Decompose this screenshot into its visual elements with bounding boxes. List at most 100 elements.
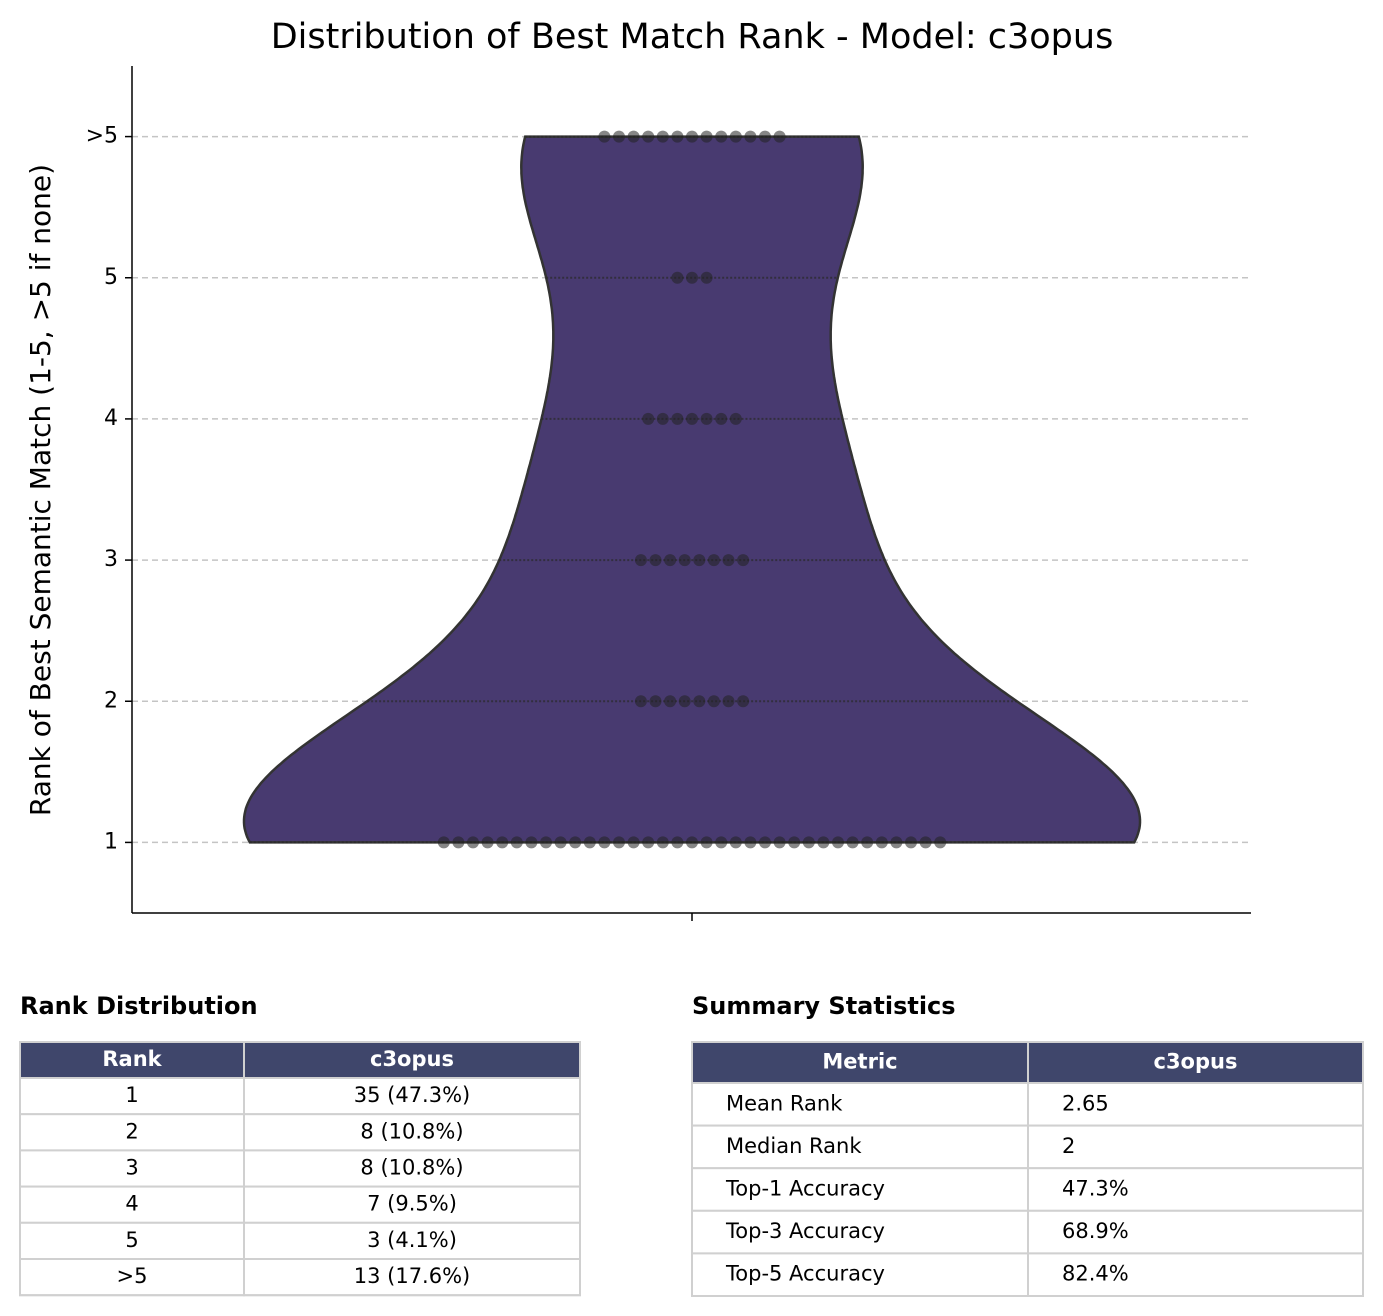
y-tick-label: 5	[104, 265, 118, 290]
swarm-point	[759, 130, 771, 143]
swarm-point	[715, 130, 728, 143]
y-tick-label: 2	[104, 688, 118, 713]
swarm-point	[686, 412, 698, 425]
swarm-point	[634, 695, 647, 708]
table-cell	[691, 1124, 1029, 1170]
swarm-point	[642, 130, 655, 143]
table-cell-text: 2	[125, 1119, 138, 1143]
swarm-point	[773, 130, 786, 143]
swarm-point	[693, 695, 706, 708]
swarm-point	[678, 695, 691, 708]
swarm-point	[496, 836, 509, 849]
swarm-point	[744, 836, 757, 849]
table-header	[20, 1042, 580, 1078]
swarm-point	[686, 271, 698, 284]
swarm-group	[598, 130, 786, 143]
swarm-point	[729, 836, 742, 849]
swarm-group	[634, 554, 750, 567]
table-border	[19, 1041, 581, 1297]
table-cell-text: 5	[125, 1228, 138, 1252]
swarm-group	[437, 836, 947, 849]
swarm-point	[583, 836, 596, 849]
table-title: Rank Distribution	[20, 992, 258, 1020]
swarm-point	[817, 836, 830, 849]
swarm-point	[715, 412, 728, 425]
swarm-point	[707, 695, 720, 708]
swarm-point	[569, 836, 582, 849]
swarm-point	[700, 130, 713, 143]
chart-title: Distribution of Best Match Rank - Model:…	[271, 17, 1114, 57]
swarm-point	[744, 130, 757, 143]
table-cell	[19, 1258, 245, 1297]
table-cell	[19, 1077, 245, 1116]
table-cell	[243, 1221, 581, 1261]
table-cell-text: 3 (4.1%)	[367, 1228, 457, 1252]
swarm-point	[554, 836, 567, 849]
table-cell	[1027, 1167, 1364, 1212]
table-cell-text: 8 (10.8%)	[360, 1156, 463, 1180]
table-cell-text: Top-5 Accuracy	[725, 1262, 885, 1286]
table-cell	[1027, 1124, 1364, 1170]
y-axis-label: Rank of Best Semantic Match (1-5, >5 if …	[24, 164, 57, 816]
table-cell-text: 82.4%	[1062, 1262, 1129, 1286]
table-cell	[243, 1077, 581, 1116]
swarm-group	[671, 271, 713, 284]
swarm-point	[934, 836, 947, 849]
swarm-point	[846, 836, 859, 849]
table-title: Summary Statistics	[692, 992, 956, 1020]
swarm-point	[919, 836, 932, 849]
swarm-point	[598, 836, 611, 849]
table-header-cell: Metric	[822, 1050, 897, 1074]
table-cell-text: 13 (17.6%)	[354, 1264, 471, 1288]
swarm-point	[613, 130, 625, 143]
y-tick-label: 3	[104, 547, 118, 572]
table-cell-text: Top-3 Accuracy	[725, 1219, 885, 1243]
swarm-point	[627, 836, 640, 849]
y-tick-label: >5	[86, 124, 118, 149]
swarm-point	[802, 836, 815, 849]
swarm-point	[707, 554, 720, 567]
swarm-point	[722, 695, 735, 708]
swarm-point	[656, 412, 669, 425]
table-cell	[19, 1113, 245, 1152]
table-cell-text: Mean Rank	[726, 1091, 843, 1115]
swarm-point	[788, 836, 801, 849]
table-cell-text: 68.9%	[1062, 1219, 1129, 1243]
table-cell	[691, 1167, 1029, 1212]
swarm-group	[642, 412, 742, 425]
swarm-point	[773, 836, 786, 849]
table-header-cell: Rank	[102, 1047, 162, 1071]
violin-body	[242, 135, 1142, 844]
swarm-point	[656, 130, 669, 143]
swarm-point	[627, 130, 640, 143]
swarm-point	[905, 836, 917, 849]
swarm-point	[656, 836, 669, 849]
swarm-point	[722, 554, 735, 567]
swarm-point	[525, 836, 538, 849]
swarm-point	[664, 695, 677, 708]
swarm-group	[634, 695, 750, 708]
swarm-point	[452, 836, 465, 849]
table-cell-text: 1	[125, 1083, 138, 1107]
y-tick-label: 1	[104, 829, 118, 854]
table-cell-text: Median Rank	[726, 1134, 862, 1158]
swarm-point	[715, 836, 728, 849]
swarm-point	[634, 554, 647, 567]
table-header-cell: c3opus	[1154, 1050, 1238, 1074]
swarm-point	[700, 271, 713, 284]
swarm-point	[686, 130, 698, 143]
swarm-point	[437, 836, 450, 849]
swarm-point	[890, 836, 903, 849]
swarm-point	[737, 695, 750, 708]
swarm-point	[649, 554, 662, 567]
table-header-cell: c3opus	[370, 1047, 454, 1071]
swarm-point	[510, 836, 523, 849]
swarm-point	[729, 130, 742, 143]
table-cell-text: 3	[125, 1156, 138, 1180]
table-cell-text: 2	[1062, 1134, 1075, 1158]
swarm-point	[540, 836, 552, 849]
table-cell	[1027, 1209, 1364, 1255]
swarm-point	[861, 836, 874, 849]
swarm-point	[671, 836, 684, 849]
